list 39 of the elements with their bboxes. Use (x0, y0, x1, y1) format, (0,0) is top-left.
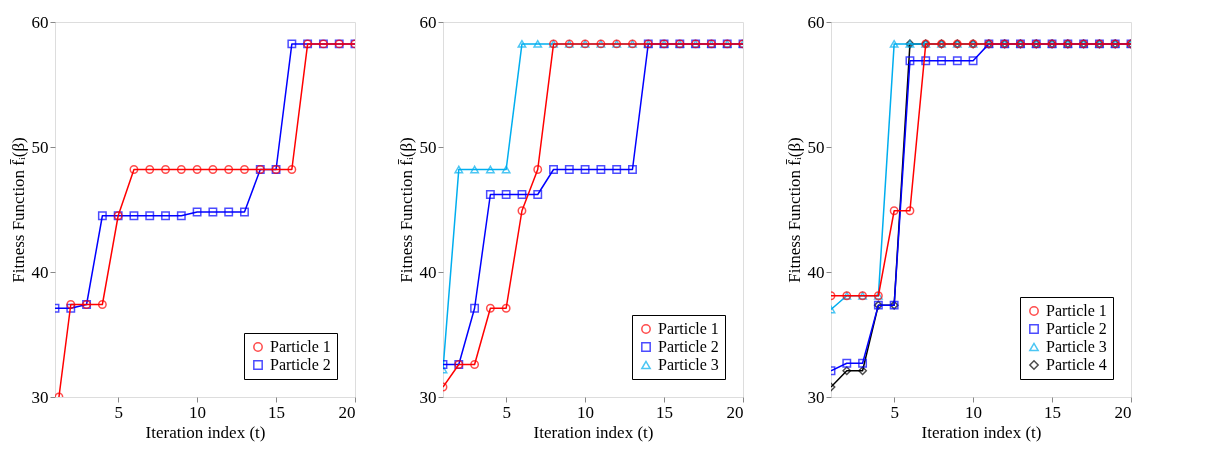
y-tick-label: 60 (419, 12, 437, 32)
x-tick-label: 5 (890, 402, 899, 422)
legend-label: Particle 1 (658, 320, 719, 337)
x-tick-label: 20 (1114, 402, 1132, 422)
x-tick-label: 5 (114, 402, 123, 422)
x-tick-label: 5 (502, 402, 511, 422)
legend-label: Particle 2 (1046, 320, 1107, 337)
x-tick-label: 20 (338, 402, 356, 422)
y-tick-label: 30 (419, 387, 437, 407)
y-tick-label: 30 (31, 387, 49, 407)
x-axis-title: Iteration index (t) (921, 422, 1042, 442)
x-tick-label: 15 (268, 402, 286, 422)
y-tick-label: 60 (31, 12, 49, 32)
y-tick-label: 40 (31, 262, 49, 282)
legend-label: Particle 2 (658, 338, 719, 355)
x-axis-title: Iteration index (t) (145, 422, 266, 442)
y-tick-label: 40 (419, 262, 437, 282)
legend-label: Particle 1 (270, 338, 331, 355)
y-axis-title: Fitness Function f̄ᵢ(β) (8, 137, 28, 283)
x-tick-label: 20 (726, 402, 744, 422)
y-tick-label: 30 (807, 387, 825, 407)
x-tick-label: 15 (1044, 402, 1062, 422)
x-tick-label: 10 (965, 402, 983, 422)
y-tick-label: 50 (807, 137, 825, 157)
x-axis-title: Iteration index (t) (533, 422, 654, 442)
x-tick-label: 10 (189, 402, 207, 422)
x-tick-label: 10 (577, 402, 595, 422)
legend-label: Particle 1 (1046, 302, 1107, 319)
legend-label: Particle 3 (1046, 338, 1107, 355)
legend-label: Particle 2 (270, 356, 331, 373)
y-tick-label: 40 (807, 262, 825, 282)
x-tick-label: 15 (656, 402, 674, 422)
y-axis-title: Fitness Function f̄ᵢ(β) (784, 137, 804, 283)
y-tick-label: 50 (31, 137, 49, 157)
y-tick-label: 60 (807, 12, 825, 32)
legend-label: Particle 4 (1046, 356, 1107, 373)
y-tick-label: 50 (419, 137, 437, 157)
legend-label: Particle 3 (658, 356, 719, 373)
y-axis-title: Fitness Function f̄ᵢ(β) (396, 137, 416, 283)
